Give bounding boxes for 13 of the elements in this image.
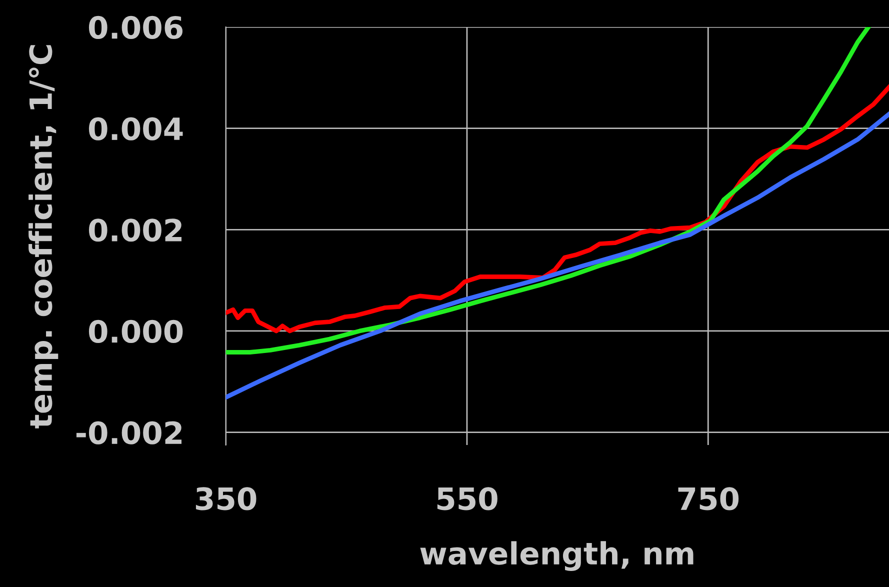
y-tick-label: -0.002 — [76, 421, 182, 444]
y-tick-label: 0.006 — [88, 16, 182, 40]
line-series — [226, 85, 889, 334]
y-tick-label: 0.000 — [88, 320, 183, 344]
x-tick-label: 350 — [196, 487, 256, 510]
y-tick-label: 0.002 — [88, 218, 182, 242]
x-tick-label: 550 — [437, 487, 498, 510]
x-tick-label: 750 — [678, 487, 739, 510]
x-axis-title: wavelength, nm — [420, 541, 694, 571]
line-series — [226, 27, 871, 354]
y-tick-label: 0.004 — [88, 117, 183, 140]
y-axis-title: temp. coefficient, 1/℃ — [28, 45, 58, 428]
line-series — [226, 112, 889, 400]
